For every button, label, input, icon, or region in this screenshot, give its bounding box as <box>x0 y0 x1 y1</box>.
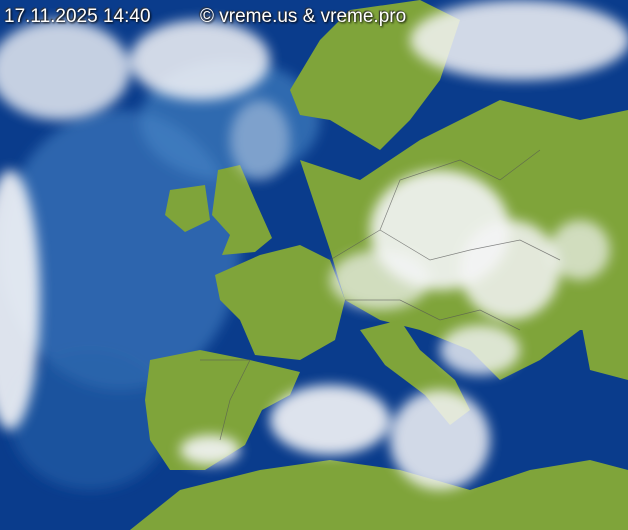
country-borders <box>200 149 561 441</box>
france <box>215 245 345 360</box>
clouds <box>0 0 628 490</box>
ireland <box>165 185 210 232</box>
great-britain <box>212 165 272 255</box>
copyright-label: © vreme.us & vreme.pro <box>200 6 407 27</box>
iberia <box>145 350 300 470</box>
north-africa <box>130 460 628 530</box>
timestamp-label: 17.11.2025 14:40 <box>4 6 151 27</box>
turkey <box>575 270 628 380</box>
